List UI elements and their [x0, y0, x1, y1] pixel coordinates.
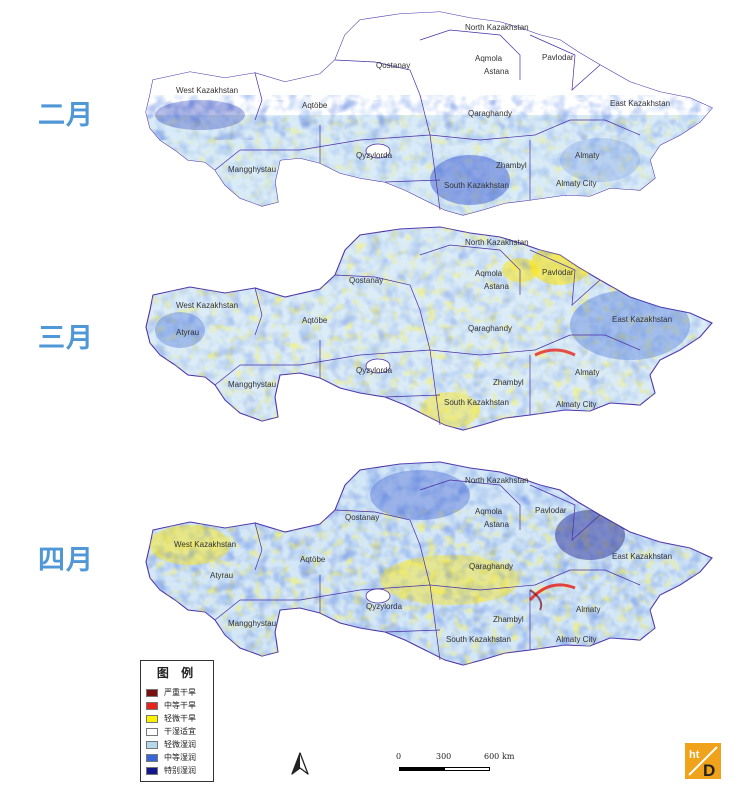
- label-north-kazakhstan: North Kazakhstan: [465, 238, 529, 247]
- legend-swatch: [146, 753, 158, 762]
- legend-swatch: [146, 688, 158, 697]
- north-arrow-icon: [291, 752, 309, 775]
- legend-label: 中等湿润: [164, 753, 196, 762]
- scale-unit-label: km: [502, 752, 515, 761]
- label-aqtobe: Aqtöbe: [302, 316, 328, 325]
- label-aqmola: Aqmola: [475, 507, 503, 516]
- legend-item: 轻微湿润: [146, 739, 196, 750]
- label-astana: Astana: [484, 520, 509, 529]
- legend-label: 轻微干旱: [164, 714, 196, 723]
- label-almaty: Almaty: [576, 605, 600, 614]
- map-panel-march: North Kazakhstan Pavlodar Qostanay Aqmol…: [145, 226, 713, 431]
- label-atyrau: Atyrau: [210, 571, 233, 580]
- label-zhambyl: Zhambyl: [493, 378, 524, 387]
- label-qaraghandy: Qaraghandy: [468, 324, 512, 333]
- legend-label: 中等干旱: [164, 701, 196, 710]
- logo-text-bottom: D: [703, 761, 715, 779]
- label-north-kazakhstan: North Kazakhstan: [465, 23, 529, 32]
- legend-item: 特别湿润: [146, 765, 196, 776]
- label-almaty-city: Almaty City: [556, 400, 596, 409]
- scale-tick-label: 300: [436, 752, 452, 761]
- label-pavlodar: Pavlodar: [542, 53, 574, 62]
- label-pavlodar: Pavlodar: [542, 268, 574, 277]
- label-qaraghandy: Qaraghandy: [469, 562, 513, 571]
- label-astana: Astana: [484, 282, 509, 291]
- label-qyzylorda: Qyzylorda: [366, 602, 403, 611]
- label-aqtobe: Aqtöbe: [300, 555, 326, 564]
- label-zhambyl: Zhambyl: [493, 615, 524, 624]
- scale-tick-label: 0: [396, 752, 402, 761]
- label-atyrau: Atyrau: [176, 328, 199, 337]
- map-panel-april: North Kazakhstan Pavlodar Qostanay Aqmol…: [145, 461, 713, 666]
- label-east-kazakhstan: East Kazakhstan: [610, 99, 670, 108]
- label-east-kazakhstan: East Kazakhstan: [612, 315, 672, 324]
- label-qyzylorda: Qyzylorda: [356, 366, 393, 375]
- label-qostanay: Qostanay: [376, 61, 410, 70]
- scale-segment-black: [399, 767, 445, 771]
- label-almaty-city: Almaty City: [556, 179, 596, 188]
- label-west-kazakhstan: West Kazakhstan: [174, 540, 236, 549]
- label-aqtobe: Aqtöbe: [302, 101, 328, 110]
- scale-tick-label: 600: [484, 752, 500, 761]
- label-almaty: Almaty: [575, 151, 599, 160]
- label-pavlodar: Pavlodar: [535, 506, 567, 515]
- label-west-kazakhstan: West Kazakhstan: [176, 86, 238, 95]
- label-zhambyl: Zhambyl: [496, 161, 527, 170]
- label-qostanay: Qostanay: [349, 276, 383, 285]
- ht-logo: ht D: [685, 743, 721, 779]
- legend-title: 图 例: [156, 666, 198, 680]
- legend-label: 特别湿润: [164, 766, 196, 775]
- label-south-kazakhstan: South Kazakhstan: [444, 181, 509, 190]
- logo-text-top: ht: [689, 749, 700, 761]
- scale-bar: 0 300 600 km: [396, 752, 526, 782]
- label-south-kazakhstan: South Kazakhstan: [446, 635, 511, 644]
- label-almaty-city: Almaty City: [556, 635, 596, 644]
- label-aqmola: Aqmola: [475, 269, 503, 278]
- month-label-march: 三月: [38, 323, 94, 354]
- label-mangghystau: Mangghystau: [228, 380, 276, 389]
- label-astana: Astana: [484, 67, 509, 76]
- label-mangghystau: Mangghystau: [228, 619, 276, 628]
- legend-swatch: [146, 766, 158, 775]
- legend-item: 轻微干旱: [146, 713, 196, 724]
- label-qaraghandy: Qaraghandy: [468, 109, 512, 118]
- label-almaty: Almaty: [575, 368, 599, 377]
- map-panel-february: North Kazakhstan Pavlodar Qostanay Aqmol…: [145, 11, 713, 216]
- legend-item: 干湿适宜: [146, 726, 196, 737]
- legend-label: 轻微湿润: [164, 740, 196, 749]
- legend-label: 干湿适宜: [164, 727, 196, 736]
- scale-segment-white: [444, 767, 490, 771]
- label-aqmola: Aqmola: [475, 54, 503, 63]
- legend-label: 严重干旱: [164, 688, 196, 697]
- label-south-kazakhstan: South Kazakhstan: [444, 398, 509, 407]
- legend-item: 中等湿润: [146, 752, 196, 763]
- legend-swatch: [146, 714, 158, 723]
- label-west-kazakhstan: West Kazakhstan: [176, 301, 238, 310]
- legend-item: 严重干旱: [146, 687, 196, 698]
- label-mangghystau: Mangghystau: [228, 165, 276, 174]
- label-north-kazakhstan: North Kazakhstan: [465, 476, 529, 485]
- legend-swatch: [146, 727, 158, 736]
- legend-swatch: [146, 740, 158, 749]
- label-qyzylorda: Qyzylorda: [356, 151, 393, 160]
- label-qostanay: Qostanay: [345, 513, 379, 522]
- legend: 图 例 严重干旱 中等干旱 轻微干旱 干湿适宜 轻微湿润 中等湿润 特别湿润: [140, 660, 214, 782]
- legend-swatch: [146, 701, 158, 710]
- legend-item: 中等干旱: [146, 700, 196, 711]
- label-east-kazakhstan: East Kazakhstan: [612, 552, 672, 561]
- month-label-april: 四月: [38, 545, 94, 576]
- month-label-february: 二月: [38, 100, 94, 131]
